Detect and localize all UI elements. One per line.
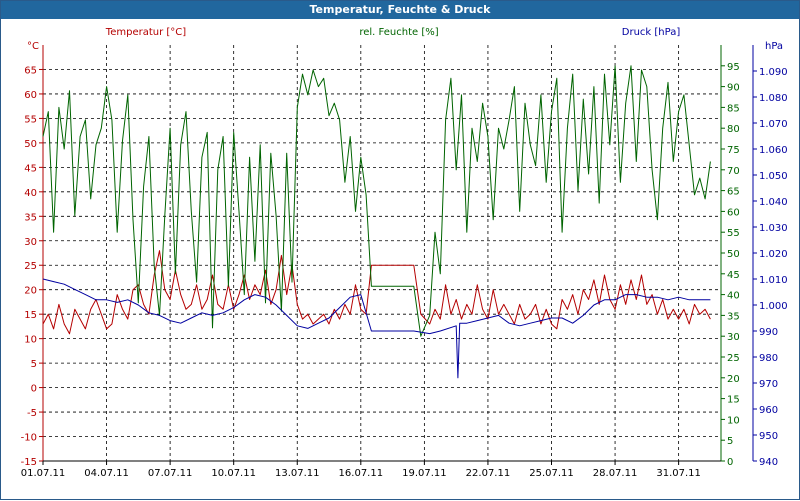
- temperature-tick-label: 65: [24, 65, 37, 76]
- tick-labels: -15 -10 -5 0 5 10 15 20 25 30 35 40 45 50 55 60 65 0 5 10 15…: [21, 62, 788, 479]
- humidity-tick-label: 20: [727, 374, 740, 385]
- humidity-tick-label: 15: [727, 395, 740, 406]
- x-tick-label: 28.07.11: [593, 468, 638, 479]
- humidity-tick-label: 25: [727, 353, 740, 364]
- pressure-tick-label: 1.040: [759, 197, 788, 208]
- pressure-series-line: [42, 278, 711, 379]
- pressure-tick-label: 970: [759, 379, 778, 390]
- axes: [42, 45, 754, 462]
- pressure-tick-label: 940: [759, 457, 778, 468]
- pressure-tick-label: 1.030: [759, 223, 788, 234]
- humidity-series-line: [42, 65, 711, 337]
- humidity-tick-label: 45: [727, 270, 740, 281]
- humidity-tick-label: 75: [727, 145, 740, 156]
- grid: [39, 45, 757, 465]
- pressure-tick-label: 1.050: [759, 171, 788, 182]
- humidity-tick-label: 90: [727, 83, 740, 94]
- plot-area: [43, 45, 721, 461]
- humidity-tick-label: 65: [727, 187, 740, 198]
- humidity-tick-label: 80: [727, 124, 740, 135]
- pressure-tick-label: 1.060: [759, 145, 788, 156]
- x-tick-label: 01.07.11: [21, 468, 66, 479]
- x-tick-label: 31.07.11: [656, 468, 701, 479]
- pressure-tick-label: 1.090: [759, 67, 788, 78]
- pressure-tick-label: 1.010: [759, 275, 788, 286]
- humidity-tick-label: 60: [727, 207, 740, 218]
- temperature-tick-label: 55: [24, 114, 37, 125]
- temperature-tick-label: 60: [24, 90, 37, 101]
- pressure-tick-label: 950: [759, 431, 778, 442]
- temperature-tick-label: 20: [24, 286, 37, 297]
- temperature-tick-label: 40: [24, 188, 37, 199]
- pressure-axis-label: Druck [hPa]: [622, 27, 681, 38]
- temperature-tick-label: -5: [27, 408, 37, 419]
- x-tick-label: 13.07.11: [275, 468, 320, 479]
- pressure-tick-label: 1.080: [759, 93, 788, 104]
- temperature-axis-label: Temperatur [°C]: [105, 27, 186, 38]
- window-title: Temperatur, Feuchte & Druck: [1, 1, 799, 19]
- x-tick-label: 16.07.11: [339, 468, 384, 479]
- temperature-tick-label: 10: [24, 335, 37, 346]
- humidity-tick-label: 95: [727, 62, 740, 73]
- x-tick-label: 22.07.11: [466, 468, 511, 479]
- humidity-tick-label: 50: [727, 249, 740, 260]
- humidity-tick-label: 0: [727, 457, 733, 468]
- x-tick-label: 25.07.11: [529, 468, 574, 479]
- x-tick-label: 07.07.11: [148, 468, 193, 479]
- temperature-tick-label: 0: [31, 384, 37, 395]
- temperature-tick-label: 15: [24, 310, 37, 321]
- humidity-tick-label: 40: [727, 291, 740, 302]
- temperature-series-line: [42, 250, 711, 335]
- pressure-tick-label: 960: [759, 405, 778, 416]
- x-tick-label: 10.07.11: [211, 468, 256, 479]
- x-tick-label: 19.07.11: [402, 468, 447, 479]
- pressure-tick-label: 980: [759, 353, 778, 364]
- humidity-tick-label: 70: [727, 166, 740, 177]
- humidity-tick-label: 10: [727, 415, 740, 426]
- temperature-tick-label: 5: [31, 359, 37, 370]
- temperature-unit-label: °C: [27, 41, 39, 52]
- temperature-tick-label: 30: [24, 237, 37, 248]
- temperature-tick-label: 50: [24, 139, 37, 150]
- pressure-tick-label: 1.000: [759, 301, 788, 312]
- temperature-tick-label: 35: [24, 212, 37, 223]
- humidity-tick-label: 85: [727, 103, 740, 114]
- humidity-axis-label: rel. Feuchte [%]: [359, 27, 438, 38]
- humidity-tick-label: 35: [727, 311, 740, 322]
- pressure-tick-label: 1.070: [759, 119, 788, 130]
- temperature-tick-label: -10: [21, 433, 37, 444]
- pressure-unit-label: hPa: [765, 41, 783, 52]
- humidity-tick-label: 5: [727, 436, 733, 447]
- pressure-tick-label: 1.020: [759, 249, 788, 260]
- temperature-tick-label: 45: [24, 163, 37, 174]
- pressure-tick-label: 990: [759, 327, 778, 338]
- series: [42, 65, 711, 379]
- temperature-tick-label: 25: [24, 261, 37, 272]
- humidity-tick-label: 55: [727, 228, 740, 239]
- humidity-tick-label: 30: [727, 332, 740, 343]
- temperature-tick-label: -15: [21, 457, 37, 468]
- x-tick-label: 04.07.11: [84, 468, 129, 479]
